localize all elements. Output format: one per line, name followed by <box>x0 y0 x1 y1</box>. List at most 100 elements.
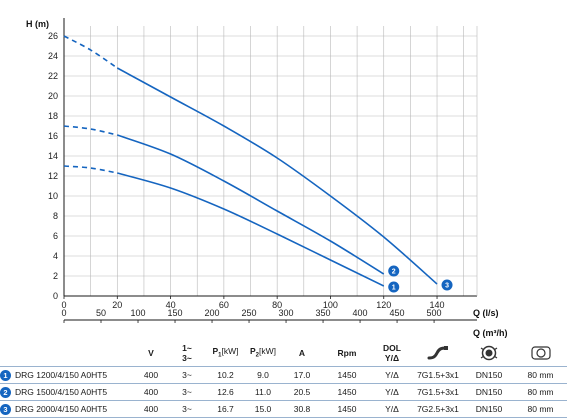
y-tick-label: 4 <box>53 251 58 261</box>
curve-3-dashed-segment <box>63 35 118 69</box>
header-phase-top: 1~ <box>182 343 192 353</box>
y-tick-label: 10 <box>48 191 58 201</box>
x-tick-label: 60 <box>219 300 229 310</box>
header-rpm: Rpm <box>337 348 357 358</box>
cell-a: 20.5 <box>282 383 322 401</box>
y-tick-label: 12 <box>48 171 58 181</box>
header-phase: 1~ 3~ <box>167 340 207 367</box>
header-starting: DOL Y/Δ <box>372 340 412 367</box>
x2-tick-label: 350 <box>316 308 331 318</box>
header-p1-unit: [kW] <box>221 345 239 356</box>
model-name: DRG 2000/4/150 A0HT5 <box>15 404 108 415</box>
curve-1-marker <box>388 281 400 293</box>
cell-passage: 80 mm <box>514 383 567 401</box>
y-tick-label: 18 <box>48 111 58 121</box>
y-tick-label: 22 <box>48 71 58 81</box>
chart-curves <box>63 35 438 287</box>
cell-dn: DN150 <box>464 400 514 418</box>
cell-p1: 10.2 <box>207 366 244 384</box>
header-current: A <box>298 348 306 358</box>
header-p1: P1[kW] <box>207 340 244 367</box>
table-row: 2 DRG 1500/4/150 A0HT5 400 3~ 12.6 11.0 20.5 14… <box>0 383 567 401</box>
y-tick-label: 26 <box>48 31 58 41</box>
y-tick-label: 16 <box>48 131 58 141</box>
y-tick-label: 6 <box>53 231 58 241</box>
cell-p1: 12.6 <box>207 383 244 401</box>
x2-tick-label: 450 <box>390 308 405 318</box>
table-row: 1 DRG 1200/4/150 A0HT5 400 3~ 10.2 9.0 17.0 145… <box>0 366 567 384</box>
x-tick-label: 0 <box>61 300 66 310</box>
curve-2-marker-label: 2 <box>392 269 396 276</box>
cell-phase: 3~ <box>167 366 207 384</box>
cell-v: 400 <box>135 383 167 401</box>
y-tick-label: 2 <box>53 271 58 281</box>
header-p2-unit: [kW] <box>259 345 276 356</box>
cell-rpm: 1450 <box>322 366 372 384</box>
spec-table-body: 1 DRG 1200/4/150 A0HT5 400 3~ 10.2 9.0 17.0 145… <box>0 366 567 418</box>
cell-p2: 11.0 <box>244 383 282 401</box>
cell-passage: 80 mm <box>514 400 567 418</box>
x-tick-label: 80 <box>272 300 282 310</box>
y-tick-label: 8 <box>53 211 58 221</box>
pump-spec-table: V 1~ 3~ P1[kW] P2[kW] A Rpm DOL Y/Δ <box>0 340 567 418</box>
header-star-delta: Y/Δ <box>384 353 400 363</box>
chart-grid <box>64 26 477 296</box>
outlet-flange-icon <box>464 340 514 367</box>
cell-p2: 15.0 <box>244 400 282 418</box>
cell-phase: 3~ <box>167 383 207 401</box>
chart-axes <box>63 18 478 323</box>
y-tick-label: 24 <box>48 51 58 61</box>
cell-start: Y/Δ <box>372 383 412 401</box>
cell-cable: 7G1.5+3x1 <box>412 383 464 401</box>
header-voltage: V <box>148 348 154 358</box>
cell-rpm: 1450 <box>322 400 372 418</box>
table-row: 3 DRG 2000/4/150 A0HT5 400 3~ 16.7 15.0 30.8 14… <box>0 400 567 418</box>
solids-passage-icon <box>514 340 567 367</box>
table-header-row: V 1~ 3~ P1[kW] P2[kW] A Rpm DOL Y/Δ <box>0 340 567 367</box>
curve-3-line <box>116 67 438 285</box>
x-tick-label: 20 <box>112 300 122 310</box>
x2-axis-title: Q (m³/h) <box>473 328 508 338</box>
x2-tick-label: 0 <box>61 308 66 318</box>
cell-start: Y/Δ <box>372 366 412 384</box>
cell-a: 17.0 <box>282 366 322 384</box>
y-tick-label: 20 <box>48 91 58 101</box>
cell-dn: DN150 <box>464 366 514 384</box>
header-phase-bottom: 3~ <box>182 353 192 363</box>
x2-tick-label: 400 <box>353 308 368 318</box>
cell-p1: 16.7 <box>207 400 244 418</box>
curve-2-line <box>117 134 385 275</box>
model-name: DRG 1200/4/150 A0HT5 <box>15 370 108 381</box>
curve-3-marker <box>441 279 453 291</box>
cell-start: Y/Δ <box>372 400 412 418</box>
header-p2-symbol: P <box>249 345 256 356</box>
x2-tick-label: 150 <box>168 308 183 318</box>
x2-tick-label: 50 <box>96 308 106 318</box>
curve-3-marker-label: 3 <box>445 283 449 290</box>
cell-v: 400 <box>135 400 167 418</box>
curve-1-line <box>117 172 385 287</box>
header-p1-symbol: P <box>212 345 219 356</box>
model-name: DRG 1500/4/150 A0HT5 <box>15 387 108 398</box>
x2-tick-label: 250 <box>242 308 257 318</box>
x-tick-label: 100 <box>323 300 338 310</box>
header-model <box>0 340 135 367</box>
cell-model: 3 DRG 2000/4/150 A0HT5 <box>0 400 135 418</box>
y-axis-title: H (m) <box>26 19 49 29</box>
cell-rpm: 1450 <box>322 383 372 401</box>
header-dol: DOL <box>383 343 401 353</box>
cell-cable: 7G1.5+3x1 <box>412 366 464 384</box>
cell-model: 1 DRG 1200/4/150 A0HT5 <box>0 366 135 384</box>
cell-p2: 9.0 <box>244 366 282 384</box>
cell-dn: DN150 <box>464 383 514 401</box>
x2-tick-label: 100 <box>130 308 145 318</box>
row-number-badge: 1 <box>0 369 11 381</box>
cell-model: 2 DRG 1500/4/150 A0HT5 <box>0 383 135 401</box>
row-number-badge: 2 <box>0 386 11 398</box>
x-tick-label: 140 <box>430 300 445 310</box>
curve-2-marker <box>388 265 400 277</box>
curve-1-marker-label: 1 <box>392 285 396 292</box>
x2-tick-label: 300 <box>279 308 294 318</box>
header-p2-sub: 2 <box>255 352 259 359</box>
